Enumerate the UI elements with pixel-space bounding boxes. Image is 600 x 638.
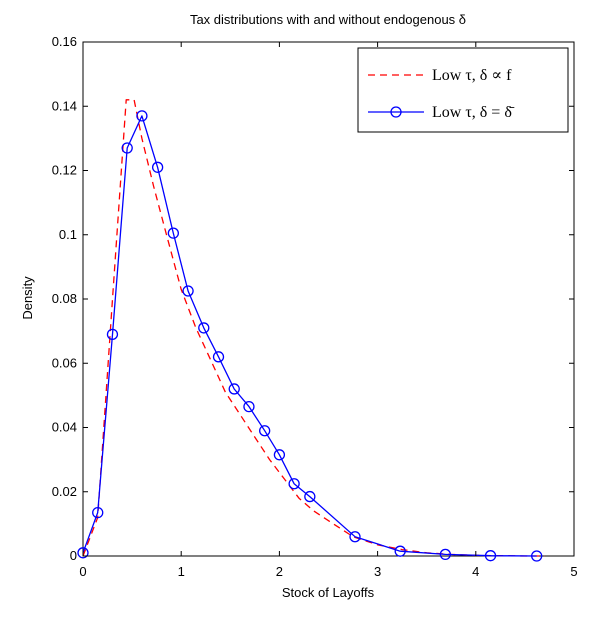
series-2-point	[106, 328, 119, 340]
series-2-point	[259, 425, 271, 437]
y-tick-label: 0.12	[52, 163, 77, 178]
legend-marker-circle	[390, 106, 402, 118]
x-axis-label: Stock of Layoffs	[282, 585, 375, 600]
legend-label-delta-bar: Low τ, δ = δ̄	[432, 104, 515, 121]
x-tick-label: 4	[472, 564, 479, 579]
series-2-point	[484, 550, 497, 562]
series-2-point	[304, 490, 316, 503]
series-2-point	[243, 400, 255, 413]
y-tick-label: 0.14	[52, 98, 77, 113]
y-tick-label: 0.02	[52, 484, 77, 499]
series-2-point	[228, 383, 240, 395]
series-2-point	[394, 545, 406, 557]
series-2-point	[273, 449, 286, 461]
y-tick-label: 0.06	[52, 355, 77, 370]
x-tick-label: 0	[79, 564, 86, 579]
series-2-point	[182, 285, 194, 297]
series-layer	[77, 99, 545, 562]
y-tick-label: 0.16	[52, 34, 77, 49]
y-axis-label: Density	[20, 276, 35, 320]
series-2-point	[121, 142, 133, 154]
x-tick-label: 2	[276, 564, 283, 579]
y-tick-label: 0.1	[59, 227, 77, 242]
series-2-point	[77, 547, 89, 559]
ticks-layer: 0 1 2 3 4 5 0 0.02 0.04 0.06 0.08 0.1 0.12 0.14 0.16	[52, 34, 578, 579]
series-2-point	[288, 478, 300, 490]
legend: Low τ, δ ∝ f Low τ, δ = δ̄	[357, 47, 569, 133]
y-tick-label: 0.04	[52, 420, 77, 435]
series-2-point	[167, 227, 179, 239]
x-tick-label: 5	[570, 564, 577, 579]
series-2-point	[212, 351, 225, 363]
y-tick-label: 0	[70, 548, 77, 563]
series-2-point	[92, 506, 104, 519]
y-tick-label: 0.08	[52, 291, 77, 306]
x-tick-label: 1	[178, 564, 185, 579]
series-2-point	[198, 322, 210, 334]
chart-title: Tax distributions with and without endog…	[190, 12, 466, 27]
legend-box	[357, 47, 569, 133]
x-tick-label: 3	[374, 564, 381, 579]
series-2-point	[136, 110, 148, 122]
series-2-point	[439, 548, 452, 561]
series-line-2	[82, 115, 537, 557]
series-2-point	[531, 550, 543, 562]
legend-label-delta-prop-f: Low τ, δ ∝ f	[432, 67, 512, 84]
series-2-point	[349, 531, 361, 543]
series-2-point	[151, 161, 164, 173]
